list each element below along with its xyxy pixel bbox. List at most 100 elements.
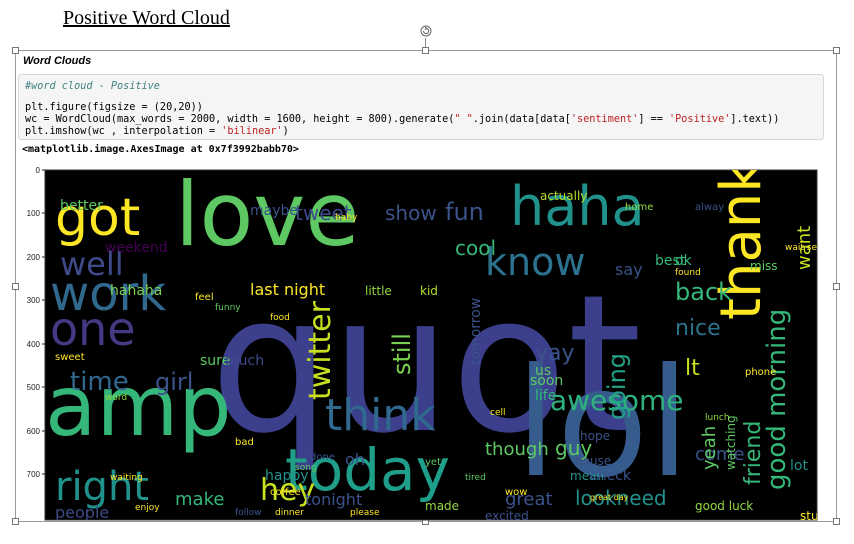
word-cloud-word: excited (485, 509, 529, 523)
code-text: .join(data[data[ (472, 114, 571, 125)
word-cloud-word: tired (465, 473, 486, 483)
word-cloud-word: though (485, 439, 549, 460)
word-cloud-word: watching (724, 415, 738, 470)
word-cloud-word: sweet (55, 352, 85, 363)
word-cloud-word: got (55, 188, 140, 248)
word-cloud-word: lt (685, 356, 700, 381)
resize-handle-bottom-left[interactable] (12, 518, 19, 525)
word-cloud-word: ok (675, 253, 693, 269)
code-string: " " (454, 114, 473, 125)
word-cloud-word: tomorrow (468, 298, 484, 365)
word-cloud-word: hope (580, 429, 610, 443)
word-cloud-word: guy (555, 436, 592, 460)
word-cloud-word: love (175, 163, 360, 266)
y-tick-label: 400 (27, 340, 41, 349)
word-cloud-word: quot (210, 254, 642, 475)
word-cloud-word: yet (425, 457, 441, 468)
code-text: ) (282, 126, 289, 137)
code-cell[interactable]: #word cloud - Positive plt.figure(figsiz… (18, 74, 824, 140)
word-cloud-image (44, 169, 818, 521)
code-line-1: plt.figure(figsize = (20,20)) (25, 102, 203, 113)
word-cloud-word: girl (155, 368, 193, 396)
word-cloud-word: actually (540, 189, 587, 203)
word-cloud-word: soon (530, 373, 563, 389)
word-cloud-word: nice (675, 316, 721, 341)
word-cloud-word: alway (695, 202, 724, 213)
word-cloud-word: know (485, 240, 585, 284)
word-cloud-word: hahaha (110, 283, 162, 299)
code-string: 'sentiment' (570, 114, 639, 125)
code-string: 'Positive' (669, 114, 731, 125)
word-cloud-word: song (295, 463, 317, 473)
code-comment: #word cloud - Positive (25, 81, 160, 92)
word-cloud-word: fun (445, 198, 484, 226)
y-tick-label: 500 (27, 383, 41, 392)
word-cloud-word: awesome (550, 384, 684, 417)
word-cloud-word: lol (515, 337, 690, 511)
code-text: ].text)) (730, 114, 780, 125)
section-heading: Word Clouds (23, 55, 92, 67)
word-cloud-word: going (603, 353, 631, 420)
word-cloud-word: made (425, 499, 459, 513)
word-cloud-word: good luck (695, 499, 753, 513)
word-cloud-word: people (55, 503, 109, 522)
code-text: plt.imshow(wc , interpolation = (25, 126, 222, 137)
word-cloud-word: hey (260, 473, 315, 508)
y-tick-label: 100 (27, 209, 41, 218)
word-cloud-word: cell (490, 408, 506, 418)
resize-handle-middle-left[interactable] (12, 283, 19, 290)
word-cloud-word: time (70, 367, 129, 397)
word-cloud-word: house (575, 454, 611, 468)
word-cloud-word: phone (745, 367, 776, 378)
word-cloud-word: waiting (110, 473, 143, 483)
y-tick-label: 300 (27, 296, 41, 305)
word-cloud-word: us (535, 363, 551, 379)
word-cloud-word: one (50, 302, 136, 356)
word-cloud-word: lookneed (575, 486, 667, 510)
word-cloud-word: found (675, 268, 701, 278)
resize-handle-top-right[interactable] (833, 47, 840, 54)
word-cloud-word: better (60, 198, 103, 214)
resize-handle-middle-right[interactable] (833, 283, 840, 290)
word-cloud-word: cool (455, 236, 496, 260)
word-cloud-word: last night (250, 280, 325, 299)
word-cloud-word: follow (235, 508, 262, 518)
word-cloud-word: today (285, 436, 450, 504)
word-cloud-word: done (310, 452, 335, 463)
y-tick-label: 0 (36, 166, 41, 175)
word-cloud-word: back (675, 278, 732, 306)
word-cloud-word: think (325, 390, 436, 441)
word-cloud-word: maybe (250, 203, 298, 219)
resize-handle-bottom-right[interactable] (833, 518, 840, 525)
word-cloud-word: sure (200, 353, 230, 369)
word-cloud-word: show (385, 201, 437, 225)
rotate-handle-icon[interactable] (420, 25, 432, 37)
word-cloud-word: life (535, 388, 556, 404)
y-tick-label: 600 (27, 427, 41, 436)
word-cloud-word: funny (215, 303, 241, 313)
y-tick-label: 200 (27, 253, 41, 262)
word-cloud-word: mean (570, 469, 604, 483)
resize-handle-top-left[interactable] (12, 47, 19, 54)
word-cloud-word: best (655, 253, 686, 269)
y-axis: 0 100 200 300 400 500 600 700 (27, 166, 45, 479)
y-tick-label: 700 (27, 470, 41, 479)
word-cloud-word: check (590, 468, 632, 484)
resize-handle-top-middle[interactable] (422, 47, 429, 54)
code-text: ] == (638, 114, 670, 125)
word-cloud-word: friend (741, 421, 766, 485)
word-cloud-word: miss (750, 259, 778, 273)
word-cloud-word: say (615, 260, 643, 279)
code-string: 'bilinear' (221, 126, 283, 137)
word-cloud-word: right (55, 464, 149, 510)
word-cloud-word: haha (510, 175, 645, 238)
word-cloud-word: still (388, 333, 416, 375)
page-title: Positive Word Cloud (63, 7, 230, 29)
word-cloud-word: kid (420, 284, 438, 298)
word-cloud-word: word (105, 393, 127, 403)
word-cloud-word: little (365, 284, 392, 298)
rotate-stem (425, 38, 426, 50)
word-cloud-word: great day (590, 493, 629, 502)
